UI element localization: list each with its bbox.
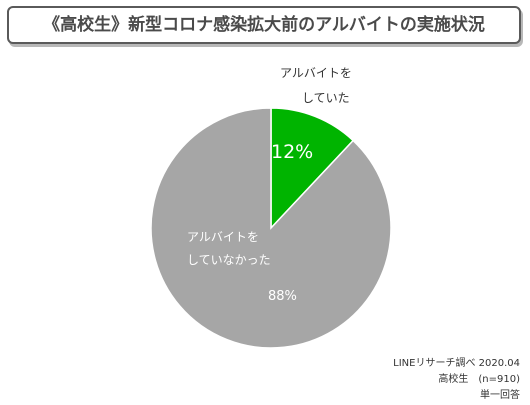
slice-label-worked-line1: アルバイトを [280,66,352,80]
source-line2: 高校生 (n=910) [438,374,520,385]
chart-title: 《高校生》新型コロナ感染拡大前のアルバイトの実施状況 [43,15,485,35]
slice-value-not-worked: 88% [268,289,297,304]
pie-slice-not-worked [150,107,392,349]
slice-value-worked: 12% [271,141,313,163]
slice-label-not-worked-line1: アルバイトを [187,230,259,244]
slice-label-worked-line2: していた [302,91,350,105]
title-box: 《高校生》新型コロナ感染拡大前のアルバイトの実施状況 [7,6,521,44]
pie-slices [150,107,392,349]
source-line3: 単一回答 [480,390,520,401]
pie-slice-worked [270,107,355,230]
source-line1: LINEリサーチ調べ 2020.04 [393,358,520,369]
slice-label-not-worked-line2: していなかった [187,253,271,267]
